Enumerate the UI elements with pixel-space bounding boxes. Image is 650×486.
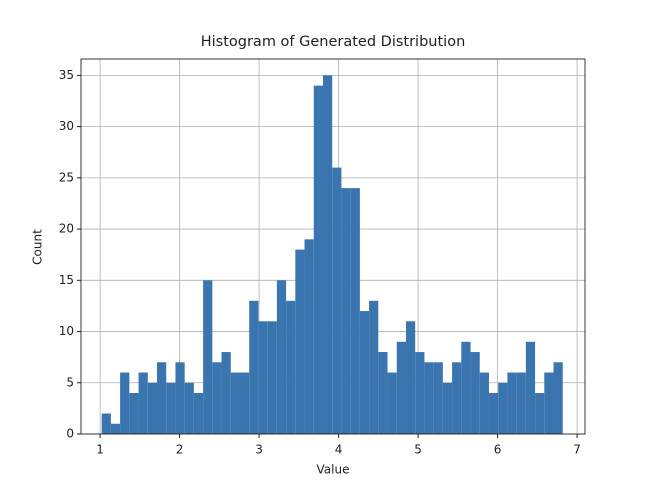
bar — [415, 352, 425, 434]
bar — [553, 362, 563, 434]
x-tick-label: 2 — [176, 443, 184, 457]
bar — [276, 280, 287, 434]
plot-frame — [80, 58, 586, 435]
y-tick-label: 10 — [59, 324, 74, 338]
bar — [525, 341, 536, 434]
bar — [488, 393, 499, 434]
bar — [267, 321, 277, 434]
bar — [313, 85, 323, 434]
bar — [184, 382, 194, 434]
bar — [193, 393, 204, 434]
bar — [470, 352, 480, 434]
y-tick-label: 0 — [66, 427, 74, 441]
x-tick-label: 3 — [255, 443, 263, 457]
bar — [378, 352, 388, 434]
y-tick-label: 5 — [66, 375, 74, 389]
bar — [544, 372, 554, 434]
y-axis-label: Count — [31, 229, 45, 265]
bar — [322, 75, 333, 435]
x-tick-label: 7 — [573, 443, 581, 457]
x-tick-label: 4 — [335, 443, 343, 457]
bar — [387, 372, 397, 434]
bar — [369, 300, 379, 434]
y-tick-label: 30 — [59, 119, 74, 133]
x-tick-label: 6 — [494, 443, 502, 457]
bar — [452, 362, 462, 434]
bar — [516, 372, 526, 434]
bar — [175, 362, 185, 434]
bar — [249, 300, 259, 434]
bar — [120, 372, 130, 434]
bar — [110, 423, 121, 434]
y-tick-label: 15 — [59, 273, 74, 287]
bar — [212, 362, 222, 434]
bar — [221, 352, 231, 434]
bar — [230, 372, 240, 434]
bar — [498, 382, 508, 434]
bar — [479, 372, 489, 434]
y-tick-label: 35 — [59, 68, 74, 82]
bar — [433, 362, 443, 434]
bar — [396, 341, 406, 434]
bar — [129, 393, 139, 434]
x-tick-label: 5 — [414, 443, 422, 457]
bar — [535, 393, 545, 434]
bar — [138, 372, 148, 434]
bar — [424, 362, 434, 434]
bar — [295, 249, 305, 434]
y-tick-label: 20 — [59, 222, 74, 236]
y-tick-label: 25 — [59, 170, 74, 184]
chart-title: Histogram of Generated Distribution — [201, 34, 466, 50]
bar — [304, 239, 314, 434]
bar — [332, 167, 342, 434]
x-axis-label: Value — [317, 463, 350, 477]
bar — [239, 372, 250, 434]
bar — [341, 188, 351, 434]
bar — [507, 372, 517, 434]
bar — [359, 311, 370, 434]
x-tick-label: 1 — [96, 443, 104, 457]
bar — [258, 321, 268, 434]
bar — [405, 321, 416, 434]
bar — [286, 300, 296, 434]
bar — [203, 280, 213, 434]
bar — [147, 382, 157, 434]
bar — [166, 382, 176, 434]
bar — [101, 413, 111, 434]
bar — [461, 341, 471, 434]
bar — [156, 362, 167, 434]
bar — [442, 382, 453, 434]
bar — [350, 188, 360, 434]
